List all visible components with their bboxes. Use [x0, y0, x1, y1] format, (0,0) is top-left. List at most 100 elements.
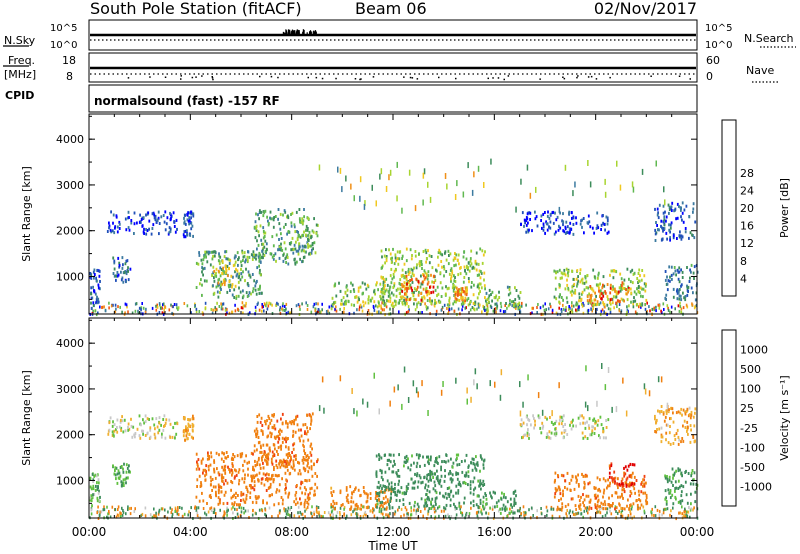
power-noise-cell: [601, 308, 604, 312]
velocity-noise-cell: [204, 511, 206, 515]
power-cluster-16-cell: [665, 215, 668, 219]
power-cluster-12-cell: [515, 289, 518, 292]
power-cluster-8-cell: [401, 300, 404, 304]
velocity-cluster-8-cell: [509, 511, 511, 515]
power-cluster-9-cell: [382, 301, 385, 305]
power-cluster-8-cell: [346, 294, 349, 298]
velocity-cluster-7-cell: [393, 459, 395, 463]
power-cluster-14-cell: [639, 302, 641, 306]
power-noise-cell: [513, 302, 516, 305]
velocity-noise-cell: [247, 509, 249, 513]
velocity-cluster-8-cell: [516, 509, 519, 513]
power-cluster-0-cell: [95, 298, 98, 301]
power-noise-cell: [244, 304, 247, 308]
velocity-cluster-11-cell: [625, 483, 628, 487]
power-cluster-4-cell: [204, 250, 207, 254]
power-cluster-6-cell: [269, 216, 271, 220]
velocity-cluster-6-cell: [339, 489, 342, 493]
power-cluster-12-cell: [509, 298, 511, 302]
velocity-cluster-5-cell: [305, 432, 308, 436]
power-noise-cell: [632, 305, 635, 309]
velocity-cluster-5-cell: [257, 441, 260, 445]
nave-dot: [403, 76, 405, 78]
velocity-cluster-4-cell: [271, 493, 273, 497]
power-cluster-9-cell: [429, 299, 431, 303]
power-cluster-12-cell: [498, 296, 501, 299]
velocity-cluster-11-cell: [613, 477, 615, 481]
power-cluster-9-cell: [474, 300, 477, 304]
power-cluster-9-cell: [385, 256, 388, 260]
power-cluster-4-cell: [235, 294, 238, 298]
velocity-cluster-10-cell: [558, 499, 560, 502]
power-cluster-4-cell: [203, 279, 206, 283]
power-cluster-10-cell: [413, 273, 415, 277]
power-cluster-7-cell: [298, 242, 300, 246]
velocity-noise-cell: [606, 507, 609, 511]
velocity-cluster-12-cell: [672, 442, 675, 445]
velocity-cluster-4-cell: [276, 488, 278, 492]
velocity-cluster-9-cell: [586, 420, 588, 424]
velocity-cluster-12-cell: [664, 415, 667, 419]
power-cluster-8-cell: [401, 302, 404, 306]
velocity-cluster-9-cell: [591, 425, 594, 429]
power-cluster-3-cell: [183, 235, 186, 239]
velocity-cluster-5-cell: [266, 443, 269, 447]
velocity-cluster-6-cell: [352, 490, 355, 494]
power-cluster-6-cell: [284, 210, 287, 214]
velocity-noise-cell: [427, 512, 429, 516]
velocity-cluster-9-cell: [563, 429, 566, 433]
velocity-noise-cell: [240, 506, 243, 510]
velocity-cluster-4-cell: [295, 457, 297, 461]
power-cluster-12-cell: [517, 294, 520, 298]
power-colorbar-tick: 28: [740, 167, 754, 180]
velocity-cluster-12-cell: [680, 407, 683, 411]
velocity-cluster-12-cell: [667, 441, 670, 445]
power-cluster-4-cell: [208, 250, 211, 254]
power-cluster-9-cell: [403, 276, 406, 280]
velocity-cluster-7-cell: [394, 486, 396, 490]
power-cluster-15-cell: [623, 299, 625, 303]
velocity-cluster-10-cell: [560, 497, 562, 501]
velocity-cluster-5-cell: [302, 423, 305, 427]
power-cluster-9-cell: [479, 290, 481, 294]
power-cluster-6-cell: [277, 217, 279, 221]
velocity-cluster-7-cell: [419, 476, 422, 480]
power-noise-cell: [658, 304, 661, 307]
velocity-noise-cell: [546, 509, 549, 513]
power-cluster-16-cell: [668, 205, 671, 209]
power-noise-cell: [328, 305, 331, 309]
power-cluster-8-cell: [339, 289, 342, 293]
power-cluster-7-cell: [300, 220, 303, 224]
velocity-cluster-4-cell: [206, 502, 208, 505]
velocity-noise-cell: [413, 508, 415, 512]
power-cluster-3-cell: [186, 218, 189, 222]
power-noise-cell: [686, 305, 689, 309]
power-cluster-1-cell: [164, 228, 167, 232]
velocity-noise-cell: [313, 512, 315, 516]
power-cluster-9-cell: [413, 302, 415, 306]
velocity-cluster-4-cell: [231, 481, 234, 485]
velocity-cluster-7-cell: [398, 474, 401, 478]
velocity-cluster-13-cell: [694, 490, 697, 494]
power-cluster-4-cell: [219, 266, 222, 270]
velocity-cluster-7-cell: [377, 480, 380, 484]
power-cluster-4-cell: [207, 250, 210, 254]
velocity-cluster-5-cell: [271, 425, 274, 429]
power-cluster-13-cell: [549, 212, 552, 216]
power-cluster-7-cell: [311, 248, 313, 252]
power-cluster-17-cell: [670, 265, 673, 269]
power-cluster-13-cell: [552, 221, 555, 225]
velocity-cluster-5-cell: [282, 458, 285, 462]
velocity-noise-cell: [127, 508, 129, 511]
velocity-cluster-0-cell: [93, 474, 96, 478]
velocity-cluster-10-cell: [603, 488, 606, 492]
velocity-cluster-9-cell: [577, 416, 580, 420]
power-cluster-11-cell: [457, 291, 459, 295]
velocity-noise-cell: [388, 514, 390, 518]
velocity-cluster-9-cell: [550, 431, 553, 435]
power-cluster-9-cell: [441, 265, 443, 269]
velocity-cluster-5-cell: [253, 449, 256, 453]
power-cluster-9-cell: [448, 296, 451, 300]
velocity-cluster-4-cell: [255, 497, 258, 501]
velocity-noise-cell: [510, 510, 513, 514]
